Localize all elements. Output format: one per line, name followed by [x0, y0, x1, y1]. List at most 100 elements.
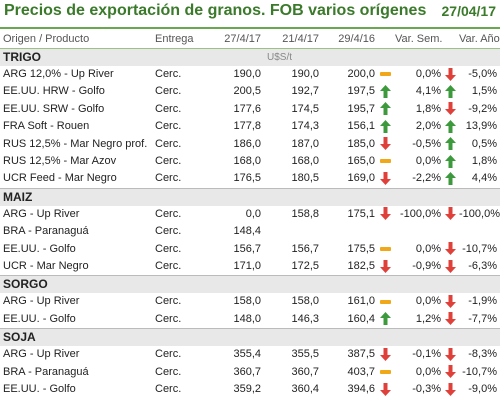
cell-d1: 156,7: [233, 242, 261, 255]
table-row: EE.UU. - Golfo Cerc. 156,7 156,7 175,5 0,0% -1…: [0, 241, 500, 258]
flat-dash-icon: [379, 246, 391, 251]
cell-d2: 156,7: [291, 242, 319, 255]
down-arrow-icon: [379, 259, 391, 273]
col-date-3: 29/4/16: [322, 30, 378, 49]
cell-d3: 394,6: [347, 383, 375, 396]
cell-origin: ARG - Up River: [3, 348, 80, 361]
page-title: Precios de exportación de granos. FOB va…: [4, 2, 427, 19]
cell-origin: EE.UU. HRW - Golfo: [3, 85, 105, 98]
table-body: TRIGO U$S/t ARG 12,0% - Up River Cerc. 190,0…: [0, 48, 500, 399]
col-date-1: 27/4/17: [208, 30, 264, 49]
trend-week-icon-cell: [444, 241, 456, 258]
cell-delivery: Cerc.: [155, 225, 182, 238]
cell-d1: 360,7: [233, 365, 261, 378]
cell-varweek: 0,0%: [415, 365, 441, 378]
cell-origin: UCR - Mar Negro: [3, 260, 89, 273]
cell-d1: 177,8: [233, 120, 261, 133]
cell-varweek: 2,0%: [415, 120, 441, 133]
trend-year-icon-cell: [378, 364, 392, 381]
col-delivery: Entrega: [152, 30, 208, 49]
up-arrow-icon: [444, 172, 456, 186]
cell-varyear: -9,2%: [468, 102, 497, 115]
down-arrow-icon: [444, 207, 456, 221]
cell-d2: [264, 223, 322, 240]
col-date-2: 21/4/17: [264, 30, 322, 49]
down-arrow-icon: [444, 365, 456, 379]
cell-varweek: 0,0%: [415, 68, 441, 80]
cell-d1: 190,0: [233, 68, 261, 80]
trend-year-icon-cell: [378, 293, 392, 310]
cell-d3: 175,1: [347, 207, 375, 220]
cell-d2: 190,0: [291, 68, 319, 80]
table-row: BRA - Paranaguá Cerc. 148,4: [0, 223, 500, 240]
table-row: RUS 12,5% - Mar Azov Cerc. 168,0 168,0 165,0…: [0, 153, 500, 170]
up-arrow-icon: [379, 312, 391, 326]
up-arrow-icon: [444, 85, 456, 98]
flat-dash-icon: [379, 369, 391, 374]
down-arrow-icon: [444, 347, 456, 361]
cell-d1: 176,5: [233, 172, 261, 185]
prices-table: Origen / Producto Entrega 27/4/17 21/4/1…: [0, 30, 500, 399]
col-week-icon: [444, 30, 456, 49]
table-row: ARG - Up River Cerc. 158,0 158,0 161,0 0,0% -1…: [0, 293, 500, 310]
trend-week-icon-cell: [444, 153, 456, 170]
down-arrow-icon: [379, 137, 391, 151]
table-row: RUS 12,5% - Mar Negro prof. Cerc. 186,0 187…: [0, 136, 500, 153]
cell-varyear: -10,7%: [462, 242, 497, 255]
trend-week-icon-cell: [444, 136, 456, 153]
title-bar: Precios de exportación de granos. FOB va…: [0, 0, 500, 24]
cell-d1: 355,4: [233, 348, 261, 361]
table-row: ARG - Up River Cerc. 355,4 355,5 387,5 -0,1% -…: [0, 346, 500, 363]
cell-d3: 197,5: [347, 85, 375, 98]
down-arrow-icon: [379, 172, 391, 186]
section-filler: [264, 187, 500, 206]
section-header: SORGO: [0, 275, 500, 294]
down-arrow-icon: [379, 347, 391, 361]
cell-origin: ARG - Up River: [3, 295, 80, 308]
table-row: EE.UU. - Golfo Cerc. 359,2 360,4 394,6 -0,3% -…: [0, 381, 500, 398]
trend-year-icon-cell: [378, 118, 392, 135]
cell-varweek: 1,2%: [415, 312, 441, 325]
cell-d3: 195,7: [347, 102, 375, 115]
cell-varyear: -5,0%: [468, 68, 497, 80]
trend-week-icon-cell: [444, 83, 456, 100]
cell-delivery: Cerc.: [155, 85, 182, 98]
cell-d2: 360,7: [291, 365, 319, 378]
cell-delivery: Cerc.: [155, 312, 182, 325]
down-arrow-icon: [444, 259, 456, 273]
down-arrow-icon: [444, 312, 456, 326]
cell-d2: 355,5: [291, 348, 319, 361]
cell-varweek: -2,2%: [412, 172, 441, 185]
col-var-year: Var. Año: [456, 30, 500, 49]
section-title: SORGO: [0, 275, 264, 294]
cell-delivery: Cerc.: [155, 365, 182, 378]
cell-varweek: 1,8%: [415, 102, 441, 115]
cell-varyear: -6,3%: [468, 260, 497, 273]
trend-year-icon-cell: [378, 136, 392, 153]
cell-d3: 175,5: [347, 242, 375, 255]
cell-origin: BRA - Paranaguá: [3, 225, 89, 238]
cell-delivery: Cerc.: [155, 242, 182, 255]
trend-week-icon-cell: [444, 170, 456, 188]
cell-d3: 182,5: [347, 260, 375, 273]
cell-varyear: 4,4%: [471, 172, 497, 185]
trend-week-icon-cell: [444, 118, 456, 135]
up-arrow-icon: [444, 137, 456, 151]
cell-varyear: 0,5%: [471, 137, 497, 150]
cell-d1: 171,0: [233, 260, 261, 273]
table-row: EE.UU. HRW - Golfo Cerc. 200,5 192,7 197,5 4,…: [0, 83, 500, 100]
cell-delivery: Cerc.: [155, 295, 182, 308]
cell-d1: 0,0: [245, 207, 261, 220]
up-arrow-icon: [444, 119, 456, 133]
trend-year-icon-cell: [378, 170, 392, 188]
trend-year-icon-cell: [378, 346, 392, 363]
cell-origin: BRA - Paranaguá: [3, 365, 89, 378]
report-date: 27/04/17: [441, 3, 497, 19]
trend-week-icon-cell: [444, 66, 456, 83]
cell-varyear: 13,9%: [465, 120, 497, 133]
cell-varweek: -100,0%: [400, 207, 441, 220]
cell-delivery: Cerc.: [155, 102, 182, 115]
cell-varweek: 0,0%: [415, 295, 441, 308]
cell-origin: FRA Soft - Rouen: [3, 120, 90, 133]
trend-week-icon-cell: [444, 346, 456, 363]
